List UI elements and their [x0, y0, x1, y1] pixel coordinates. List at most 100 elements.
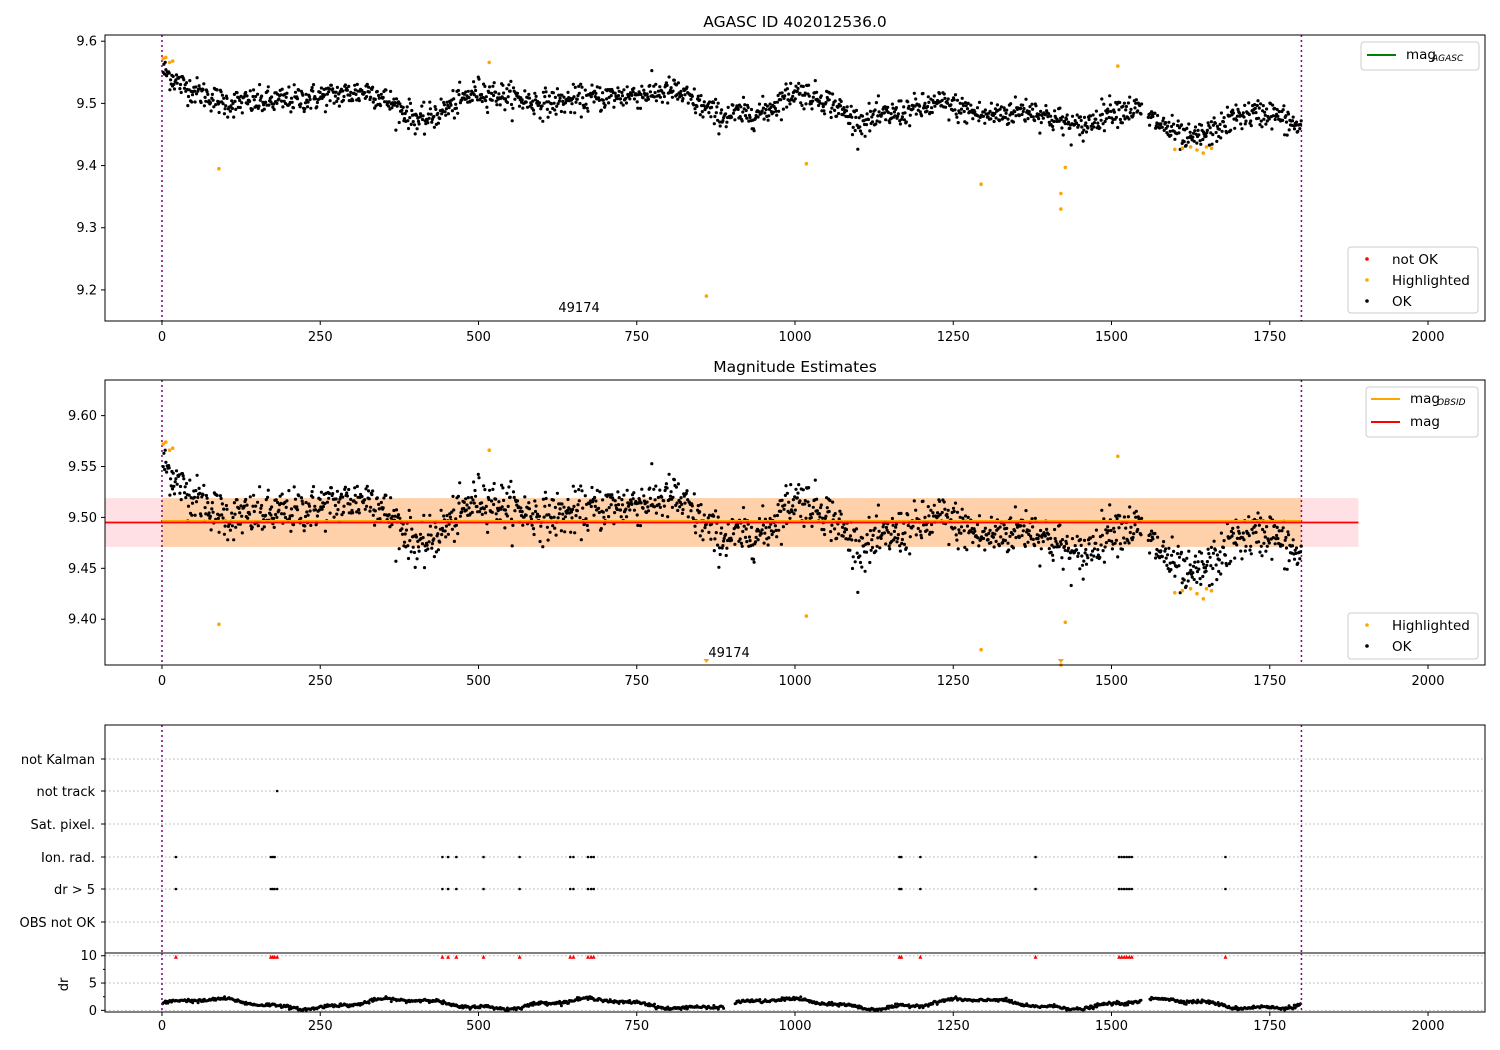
- ok-point: [510, 544, 514, 548]
- ok-point: [334, 90, 338, 94]
- ok-point: [1231, 526, 1235, 531]
- ok-point: [226, 524, 230, 529]
- ok-point: [323, 501, 327, 506]
- ok-point: [694, 111, 698, 115]
- x-tick-label: 1000: [778, 1019, 811, 1034]
- ok-point: [244, 497, 248, 502]
- ok-point: [184, 81, 189, 85]
- ok-point: [193, 513, 197, 517]
- ok-point: [1249, 124, 1253, 128]
- y-tick-label: 10: [80, 949, 97, 964]
- ok-point: [394, 508, 399, 512]
- ok-point: [235, 91, 239, 95]
- ok-point: [309, 523, 313, 528]
- ok-point: [965, 107, 970, 111]
- ok-point: [1207, 552, 1211, 556]
- ok-point: [393, 101, 397, 105]
- ok-point: [1123, 117, 1127, 121]
- ok-point: [848, 121, 852, 126]
- flag-point: [273, 887, 276, 891]
- ok-point: [821, 105, 825, 109]
- ok-point: [568, 507, 572, 511]
- ok-point: [718, 546, 722, 550]
- ok-point: [251, 504, 255, 508]
- dr-point: [643, 1001, 647, 1005]
- ok-point: [810, 107, 814, 111]
- highlighted-point: [1173, 147, 1177, 152]
- highlighted-point: [1173, 590, 1177, 595]
- ok-point: [904, 546, 908, 550]
- ok-point: [989, 541, 993, 545]
- ok-point: [1197, 133, 1201, 137]
- ok-point: [1013, 529, 1017, 533]
- ok-point: [1128, 530, 1132, 535]
- ok-point: [1080, 554, 1084, 558]
- ok-point: [1240, 557, 1244, 561]
- ok-point: [470, 495, 474, 500]
- ok-point: [690, 504, 694, 508]
- ok-point: [664, 482, 669, 486]
- ok-point: [724, 125, 728, 129]
- ok-point: [766, 543, 770, 547]
- ok-point: [1058, 106, 1062, 110]
- ok-point: [652, 487, 656, 491]
- ok-point: [648, 83, 652, 88]
- ok-point: [421, 114, 425, 118]
- ok-point: [208, 514, 212, 518]
- ok-point: [367, 90, 371, 94]
- ok-point: [190, 93, 195, 97]
- ok-point: [829, 115, 833, 120]
- dr-point: [389, 1000, 393, 1004]
- x-tick-label: 2000: [1411, 1019, 1444, 1034]
- ok-point: [597, 510, 601, 515]
- ok-point: [287, 517, 292, 521]
- ok-point: [702, 513, 706, 517]
- ok-point: [876, 503, 881, 507]
- ok-point: [505, 87, 509, 91]
- ok-point: [223, 107, 227, 111]
- ok-point: [589, 504, 593, 509]
- ok-point: [287, 85, 291, 89]
- ok-point: [1205, 560, 1209, 564]
- ok-point: [709, 115, 713, 119]
- ok-point: [1298, 550, 1303, 554]
- ok-point: [1170, 124, 1174, 129]
- ok-point: [222, 112, 226, 116]
- ok-point: [394, 128, 398, 132]
- ok-point: [432, 114, 436, 119]
- ok-point: [627, 502, 631, 506]
- ok-point: [666, 515, 670, 519]
- ok-point: [565, 508, 570, 513]
- ok-point: [1283, 538, 1287, 542]
- ok-point: [868, 560, 872, 565]
- ok-point: [796, 86, 800, 91]
- ok-point: [422, 132, 427, 136]
- ok-point: [404, 109, 409, 113]
- ok-point: [1122, 114, 1126, 118]
- ok-point: [429, 112, 433, 116]
- ok-point: [953, 526, 957, 530]
- ok-point: [1041, 540, 1045, 544]
- ok-point: [720, 546, 724, 550]
- ok-point: [509, 102, 514, 107]
- x-tick-label: 1750: [1253, 330, 1286, 345]
- ok-point: [284, 95, 288, 99]
- dr-point: [520, 1007, 523, 1011]
- ok-point: [248, 495, 252, 499]
- highlighted-point: [1201, 151, 1206, 155]
- ok-point: [1169, 133, 1173, 137]
- ok-point: [174, 73, 179, 77]
- legend-label: mag: [1406, 47, 1436, 63]
- ok-point: [665, 83, 669, 87]
- ok-point: [1031, 525, 1035, 529]
- ok-point: [951, 506, 956, 510]
- ok-point: [412, 123, 417, 127]
- ok-point: [1243, 549, 1247, 553]
- ok-point: [1090, 549, 1095, 553]
- ok-point: [390, 523, 394, 527]
- ok-point: [319, 86, 323, 90]
- ok-point: [1182, 578, 1186, 582]
- ok-point: [1068, 556, 1072, 560]
- ok-point: [720, 526, 724, 530]
- ok-point: [1261, 527, 1265, 532]
